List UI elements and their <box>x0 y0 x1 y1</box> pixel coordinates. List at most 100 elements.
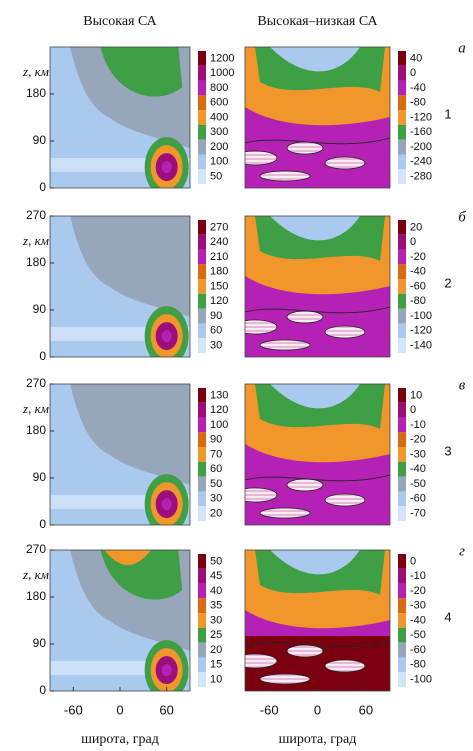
field <box>50 550 190 691</box>
colorbar-swatch <box>198 402 206 418</box>
field-hatch <box>259 170 311 182</box>
colorbar-swatch <box>398 154 406 170</box>
colorbar: 270 240 210 180 150 120 90 60 30 <box>198 220 228 353</box>
colorbar-label: -280 <box>410 171 432 183</box>
colorbar-label: -200 <box>410 141 432 153</box>
colorbar-label: -40 <box>410 266 426 278</box>
colorbar-swatch <box>198 447 206 462</box>
colorbar-swatch <box>398 234 406 250</box>
colorbar-label: 120 <box>210 295 228 307</box>
panel <box>49 46 191 189</box>
colorbar-label: -60 <box>410 644 426 656</box>
colorbar-label: -160 <box>410 126 432 138</box>
colorbar-swatch <box>398 51 406 66</box>
colorbar: 1200 1000 800 600 400 300 200 100 50 <box>198 51 234 184</box>
colorbar-label: -10 <box>410 570 426 582</box>
colorbar-swatch <box>198 583 206 599</box>
y-tick-label: 90 <box>33 133 47 147</box>
colorbar-swatch <box>398 110 406 125</box>
field-hatch <box>324 156 366 170</box>
colorbar-swatch <box>198 249 206 265</box>
column-title: Высокая–низкая СА <box>257 14 378 29</box>
colorbar-swatch <box>198 169 206 184</box>
field-region <box>70 384 190 485</box>
colorbar-swatch <box>398 308 406 324</box>
colorbar-swatch <box>198 95 206 111</box>
colorbar-swatch <box>398 388 406 403</box>
field-hatch <box>259 673 311 685</box>
field <box>50 384 190 525</box>
colorbar-label: 240 <box>210 236 228 248</box>
colorbar-label: 45 <box>210 570 222 582</box>
colorbar-swatch <box>398 402 406 418</box>
frame <box>49 383 191 526</box>
field-region <box>70 216 190 317</box>
field-contour <box>245 474 390 482</box>
field-hatch <box>286 310 324 324</box>
panel <box>244 215 391 358</box>
colorbar-swatch <box>398 169 406 184</box>
colorbar-label: -50 <box>410 629 426 641</box>
x-tick-label: -60 <box>260 702 279 717</box>
colorbar-label: 0 <box>410 404 416 416</box>
colorbar-swatch <box>198 476 206 492</box>
x-axis-label: широта, град <box>81 732 159 747</box>
colorbar-swatch <box>198 657 206 673</box>
colorbar-label: 300 <box>210 126 228 138</box>
panel <box>244 549 391 692</box>
colorbar-label: -100 <box>410 674 432 686</box>
colorbar-label: -40 <box>410 463 426 475</box>
colorbar: 130 120 100 90 70 60 50 30 20 <box>198 388 228 521</box>
colorbar-label: -140 <box>410 340 432 352</box>
colorbar-label: 40 <box>410 52 422 64</box>
colorbar-swatch <box>398 627 406 643</box>
colorbar-label: 90 <box>210 310 222 322</box>
colorbar: 50 45 40 35 30 25 20 15 10 <box>198 554 222 687</box>
colorbar-label: 1000 <box>210 67 234 79</box>
field-spot <box>161 330 172 343</box>
y-tick-label: 90 <box>33 636 47 650</box>
colorbar-swatch <box>198 432 206 448</box>
colorbar-label: 40 <box>210 585 222 597</box>
field-hatch <box>324 493 366 507</box>
colorbar-label: -80 <box>410 659 426 671</box>
colorbar-swatch <box>198 338 206 353</box>
frame <box>244 383 391 526</box>
colorbar: 10 0 -10 -20 -30 -40 -50 -60 -70 <box>398 388 426 521</box>
colorbar-swatch <box>398 80 406 96</box>
colorbar-label: 50 <box>210 478 222 490</box>
panel <box>49 549 191 692</box>
panel <box>49 215 191 358</box>
colorbar-label: 25 <box>210 629 222 641</box>
colorbar-label: 180 <box>210 266 228 278</box>
colorbar-swatch <box>198 672 206 687</box>
panel-letter: г <box>459 543 465 559</box>
y-axis-label: z, км <box>22 401 49 416</box>
colorbar-label: 30 <box>210 614 222 626</box>
colorbar-swatch <box>398 432 406 448</box>
colorbar-label: -80 <box>410 295 426 307</box>
field <box>245 47 390 188</box>
colorbar-label: -30 <box>410 600 426 612</box>
colorbar-swatch <box>398 554 406 569</box>
y-tick-label: 180 <box>26 86 46 100</box>
panel <box>244 46 391 189</box>
field <box>245 384 390 525</box>
field-spot <box>161 161 172 174</box>
colorbar-swatch <box>398 491 406 507</box>
colorbar-label: -30 <box>410 448 426 460</box>
field-region <box>100 47 183 97</box>
field-hatch <box>245 319 278 335</box>
colorbar-label: 120 <box>210 404 228 416</box>
y-tick-label: 270 <box>26 208 46 222</box>
y-tick-label: 270 <box>26 376 46 390</box>
colorbar-label: 1200 <box>210 52 234 64</box>
colorbar-label: 0 <box>410 236 416 248</box>
panel-number: 3 <box>444 443 451 458</box>
colorbar-swatch <box>198 613 206 628</box>
colorbar-label: 130 <box>210 389 228 401</box>
colorbar-swatch <box>398 598 406 614</box>
colorbar-swatch <box>198 51 206 66</box>
panel-letter: в <box>459 377 466 393</box>
field-hatch <box>259 339 311 351</box>
